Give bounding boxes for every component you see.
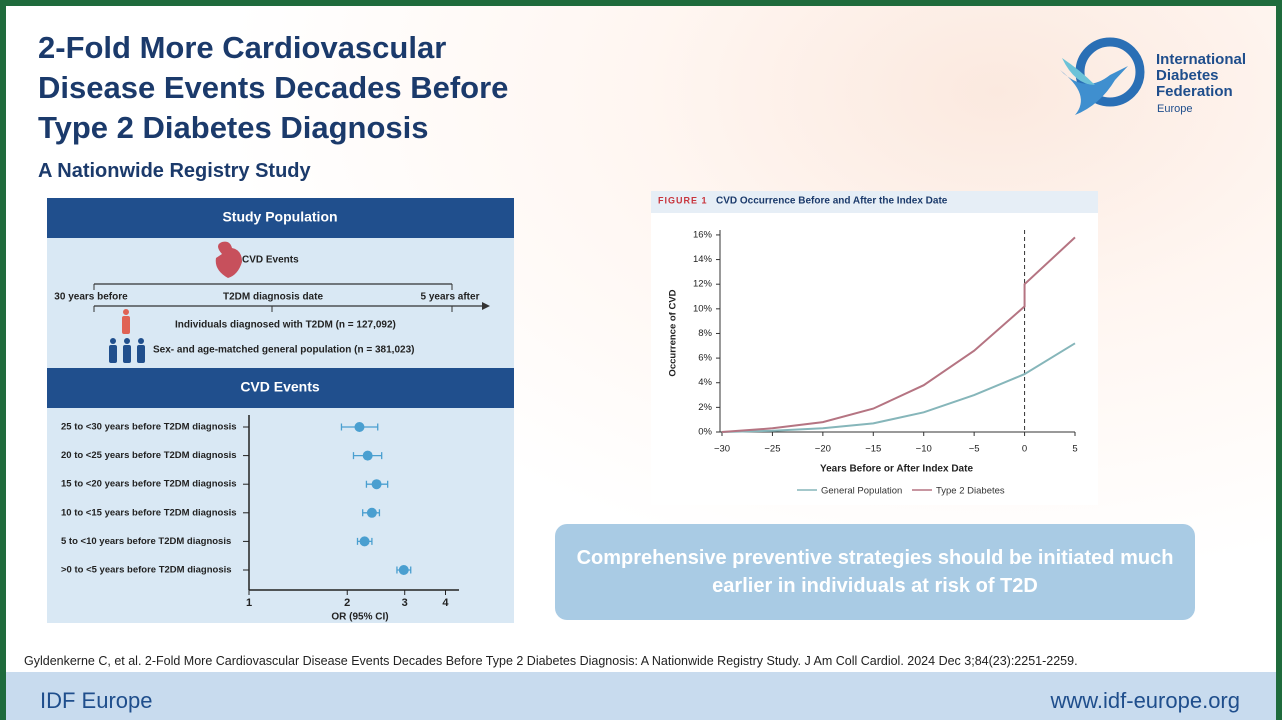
y-tick-label: 4% [698, 377, 712, 388]
series-line [721, 236, 1076, 433]
heart-icon [215, 241, 242, 278]
y-tick-label: 14% [693, 254, 713, 265]
timeline-label: 30 years before [54, 292, 128, 303]
footer: IDF Europe www.idf-europe.org [6, 672, 1276, 720]
series-line [721, 342, 1076, 433]
y-tick-label: 6% [698, 353, 712, 364]
figure-header [651, 191, 1098, 213]
x-tick-label: −15 [865, 444, 881, 455]
figure-label: FIGURE 1 [658, 195, 708, 205]
timeline-label: 5 years after [421, 292, 480, 303]
y-tick-label: 12% [693, 279, 713, 290]
x-tick-label: 3 [402, 597, 408, 609]
x-axis-label: Years Before or After Index Date [820, 464, 973, 475]
y-tick-label: 8% [698, 328, 712, 339]
point [371, 479, 382, 490]
x-tick-label: −30 [714, 444, 730, 455]
point [354, 422, 365, 432]
title: 2-Fold More Cardiovascular Disease Event… [38, 30, 509, 145]
x-tick-label: 0 [1022, 444, 1027, 455]
category-label: 15 to <20 years before T2DM diagnosis [61, 479, 237, 490]
x-tick-label: −25 [764, 444, 780, 455]
legend-label: General Population [821, 486, 902, 497]
point [359, 536, 370, 547]
y-tick-label: 0% [698, 427, 712, 438]
y-tick-label: 10% [693, 303, 713, 314]
x-tick-label: −10 [916, 444, 932, 455]
x-tick-label: 2 [344, 597, 350, 609]
category-label: 20 to <25 years before T2DM diagnosis [61, 450, 237, 461]
line-chart: 0% 2% 4% 6% 8% 10% 12% 14% 16% −30 −25 −20 −15 −10 −5 0… [668, 229, 1078, 496]
panel [47, 198, 514, 623]
y-tick-label: 2% [698, 402, 712, 413]
logo-region: Europe [1157, 103, 1193, 115]
panel-header [47, 198, 514, 238]
point [398, 565, 409, 575]
citation: Gyldenkerne C, et al. 2-Fold More Cardio… [24, 654, 1078, 668]
timeline-label: T2DM diagnosis date [223, 292, 323, 303]
logo-name: International Diabetes Federation [1156, 51, 1247, 100]
figure-panel [651, 191, 1098, 505]
category-label: 25 to <30 years before T2DM diagnosis [61, 422, 237, 433]
forest-plot: 1 2 3 4 OR (95% CI) 25 to <30 years before T2… [61, 415, 459, 623]
category-label: 10 to <15 years before T2DM diagnosis [61, 507, 237, 518]
footer-brand: IDF Europe [40, 688, 153, 713]
logo-icon [1060, 37, 1145, 115]
cohort-label: Individuals diagnosed with T2DM (n = 127… [175, 320, 396, 331]
x-tick-label: 5 [1072, 444, 1077, 455]
category-label: >0 to <5 years before T2DM diagnosis [61, 565, 232, 576]
x-tick-label: 4 [442, 597, 449, 609]
footer-url[interactable]: www.idf-europe.org [1050, 688, 1240, 713]
y-tick-label: 16% [693, 229, 713, 240]
point [366, 507, 377, 518]
cohort-label: Sex- and age-matched general population … [153, 345, 414, 356]
point [362, 450, 373, 461]
person-icon [122, 309, 130, 334]
x-axis-label: OR (95% CI) [331, 612, 388, 623]
y-axis-label: Occurrence of CVD [668, 289, 679, 376]
x-tick-label: 1 [246, 597, 252, 609]
people-icon [109, 338, 145, 363]
legend-label: Type 2 Diabetes [936, 486, 1005, 497]
panel-title: CVD Events [240, 379, 320, 395]
panel-title: Study Population [222, 209, 337, 225]
x-tick-label: −5 [969, 444, 980, 455]
x-tick-label: −20 [815, 444, 831, 455]
category-label: 5 to <10 years before T2DM diagnosis [61, 536, 231, 547]
panel-header [47, 368, 514, 408]
arrowhead [482, 302, 490, 310]
callout: Comprehensive preventive strategies shou… [555, 524, 1195, 620]
subtitle: A Nationwide Registry Study [38, 160, 311, 182]
event-label: CVD Events [242, 255, 299, 266]
figure-title: CVD Occurrence Before and After the Inde… [716, 196, 948, 207]
